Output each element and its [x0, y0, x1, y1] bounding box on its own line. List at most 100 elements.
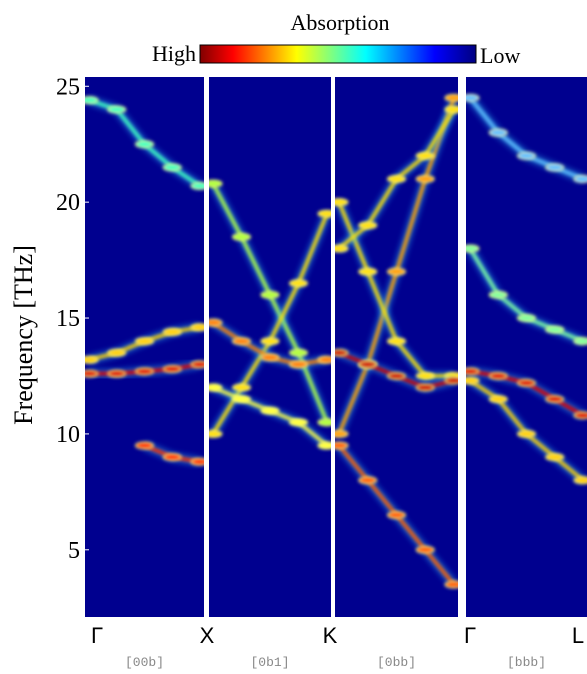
band-spot: [289, 418, 308, 427]
k-point-label: L: [572, 623, 584, 648]
band-spot: [466, 93, 480, 102]
band-spot: [358, 360, 378, 369]
band-spot: [466, 376, 480, 385]
band-spot: [335, 198, 349, 207]
band-spot: [573, 476, 587, 485]
band-spot: [415, 545, 435, 554]
band-spot: [232, 383, 251, 392]
band-spot: [135, 140, 154, 149]
colorbar: [199, 44, 477, 64]
band-spot: [573, 411, 587, 420]
y-tick-label: 5: [68, 538, 80, 564]
y-axis-label: Frequency [THz]: [9, 245, 38, 425]
direction-label: [00b]: [125, 655, 164, 670]
band-spot: [444, 93, 458, 102]
band-spot: [289, 348, 308, 357]
band-spot: [162, 163, 182, 172]
band-spot: [335, 348, 349, 357]
band-spot: [387, 174, 406, 183]
y-tick-label: 10: [56, 422, 80, 448]
y-tick-label: 25: [56, 74, 80, 100]
band-spot: [190, 360, 204, 369]
band-spot: [573, 337, 587, 346]
band-spot: [466, 244, 480, 253]
band-spot: [190, 323, 204, 332]
panel-bands: [466, 93, 587, 485]
panel: [466, 77, 587, 617]
y-tick-label: 15: [56, 306, 80, 332]
panel-bands: [335, 93, 458, 589]
colorbar-low: Low: [480, 43, 520, 68]
k-point-label: Γ: [91, 623, 103, 648]
band-spot: [317, 441, 331, 450]
band-spot: [289, 279, 308, 288]
band-spot: [444, 376, 458, 385]
band-spot: [85, 96, 99, 105]
band-spot: [335, 441, 349, 450]
band-spot: [415, 371, 435, 380]
k-point-label: K: [323, 623, 338, 648]
band-spot: [209, 429, 223, 438]
panel-bands: [209, 179, 331, 450]
band-spot: [387, 267, 406, 276]
band-spot: [444, 105, 458, 114]
band-spot: [517, 378, 536, 387]
band-spot: [358, 267, 378, 276]
band-spot: [85, 369, 99, 378]
band-spot: [107, 105, 127, 114]
band-spot: [289, 360, 308, 369]
band-spot: [335, 244, 349, 253]
band-spot: [335, 429, 349, 438]
y-tick-label: 20: [56, 190, 80, 216]
panel: [85, 77, 204, 617]
band-spot: [135, 367, 154, 376]
band-spot: [573, 174, 587, 183]
band-spot: [387, 337, 406, 346]
band-spot: [488, 395, 508, 404]
band-spot: [358, 476, 378, 485]
band-spot: [545, 453, 565, 462]
band-spot: [415, 383, 435, 392]
plot: 5 10 15 20 25 [00b] [0b1] [0bb] [bbb] Γ X K Γ L: [56, 74, 587, 670]
colorbar-title: Absorption: [291, 10, 390, 35]
band-spot: [545, 395, 565, 404]
band-spot: [107, 369, 127, 378]
direction-label: [bbb]: [507, 655, 546, 670]
band-spot: [444, 580, 458, 589]
band-spot: [190, 457, 204, 466]
direction-label: [0bb]: [377, 655, 416, 670]
band-spot: [209, 383, 223, 392]
band-spot: [358, 221, 378, 230]
band-spot: [466, 367, 480, 376]
direction-label: [0b1]: [250, 655, 289, 670]
band-spot: [415, 174, 435, 183]
band-spot: [415, 151, 435, 160]
band-spot: [488, 290, 508, 299]
band-spot: [387, 371, 406, 380]
band-spot: [162, 327, 182, 336]
band-spot: [387, 511, 406, 520]
band-spot: [260, 353, 280, 362]
band-spot: [232, 232, 251, 241]
band-spot: [190, 181, 204, 190]
colorbar-high: High: [152, 41, 196, 66]
band-spot: [162, 453, 182, 462]
band-spot: [517, 151, 536, 160]
band-spot: [85, 355, 99, 364]
band-spot: [488, 371, 508, 380]
band-spot: [162, 365, 182, 374]
band-spot: [317, 209, 331, 218]
band-spot: [232, 337, 251, 346]
k-point-label: X: [200, 623, 215, 648]
band-spot: [107, 348, 127, 357]
band-spot: [545, 163, 565, 172]
band-spot: [135, 441, 154, 450]
band-spot: [209, 179, 223, 188]
band-spot: [260, 290, 280, 299]
band-spot: [232, 395, 251, 404]
band-spot: [517, 314, 536, 323]
band-spot: [517, 429, 536, 438]
panel-bands: [85, 95, 204, 467]
band-spot: [135, 337, 154, 346]
